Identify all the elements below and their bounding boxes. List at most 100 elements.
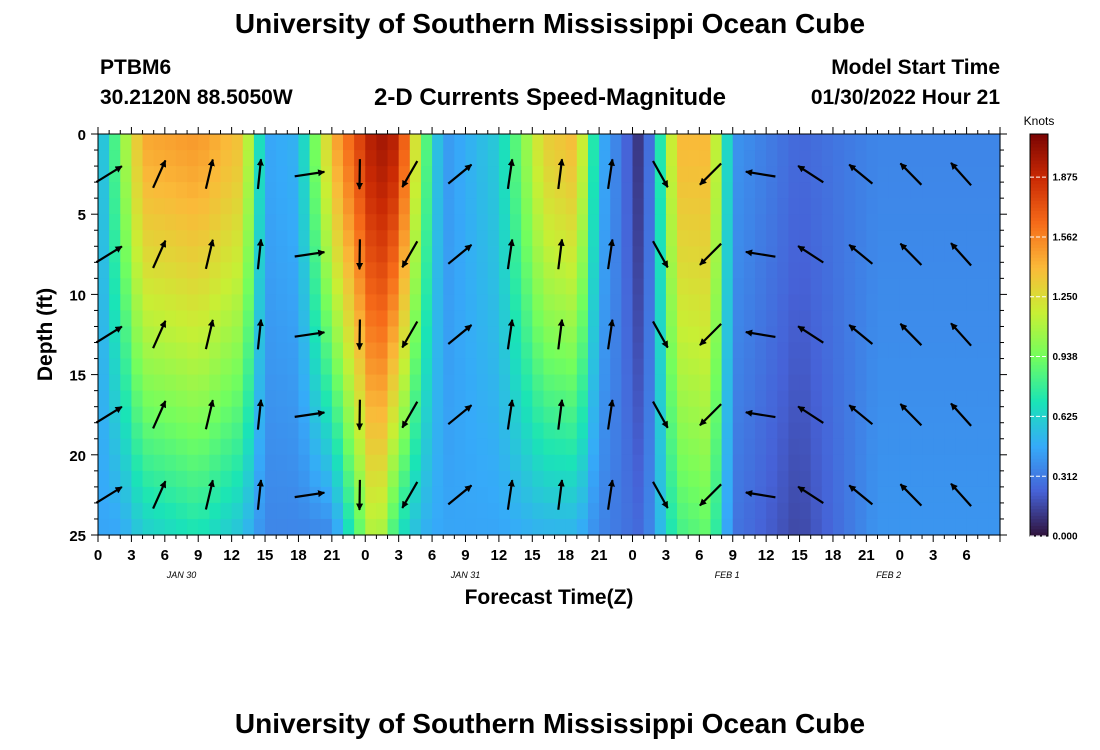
heat-cell	[587, 454, 600, 472]
heat-cell	[766, 342, 778, 360]
heat-cell	[643, 502, 656, 520]
heat-cell	[721, 486, 734, 504]
heat-cell	[298, 134, 311, 151]
heat-cell	[766, 486, 778, 504]
heat-cell	[521, 342, 533, 360]
x-tick-label: 21	[324, 547, 341, 564]
heat-cell	[966, 262, 979, 279]
heat-cell	[922, 454, 934, 472]
heat-cell	[855, 342, 867, 360]
heat-cell	[877, 518, 890, 536]
heat-cell	[777, 278, 790, 295]
heat-cell	[766, 198, 778, 215]
heat-cell	[420, 326, 433, 344]
heat-cell	[610, 502, 622, 520]
heat-cell	[721, 406, 734, 424]
heat-cell	[888, 518, 901, 536]
heat-cell	[398, 214, 411, 231]
heat-cell	[610, 454, 622, 472]
heat-cell	[632, 198, 645, 215]
heat-cell	[844, 502, 856, 520]
heat-cell	[910, 470, 923, 488]
heat-cell	[988, 326, 1001, 344]
heat-cell	[510, 246, 522, 263]
heat-cell	[309, 438, 322, 456]
heat-cell	[265, 342, 277, 360]
heat-cell	[844, 166, 856, 183]
heat-cell	[131, 150, 144, 167]
heat-cell	[443, 390, 455, 408]
heat-cell	[721, 454, 734, 472]
heat-cell	[231, 470, 244, 488]
heat-cell	[432, 422, 444, 440]
heat-cell	[465, 310, 478, 328]
heat-cell	[587, 150, 600, 167]
heat-cell	[187, 390, 199, 408]
heat-cell	[220, 294, 233, 312]
heat-cell	[743, 134, 756, 151]
heat-cell	[131, 166, 144, 183]
heat-cell	[810, 230, 823, 247]
heat-cell	[788, 454, 801, 472]
heat-cell	[164, 502, 177, 520]
heat-cell	[465, 246, 478, 263]
heat-cell	[409, 262, 422, 279]
heat-cell	[610, 342, 622, 360]
colorbar-tick-label: 0.938	[1052, 352, 1077, 363]
heat-cell	[665, 374, 678, 392]
heat-cell	[721, 518, 734, 536]
colorbar-swatch	[1030, 144, 1048, 148]
heat-cell	[988, 182, 1001, 199]
heat-cell	[142, 486, 155, 504]
heat-cell	[175, 422, 188, 440]
heat-cell	[743, 310, 756, 328]
heat-cell	[732, 406, 745, 424]
heat-cell	[209, 134, 222, 151]
heat-cell	[877, 374, 890, 392]
heat-cell	[810, 374, 823, 392]
heat-cell	[710, 310, 723, 328]
heat-cell	[821, 502, 834, 520]
heat-cell	[443, 486, 455, 504]
heat-cell	[164, 326, 177, 344]
heat-cell	[287, 134, 300, 151]
heat-cell	[587, 326, 600, 344]
colorbar-swatch	[1030, 190, 1048, 195]
heat-cell	[320, 134, 333, 151]
heat-cell	[643, 326, 656, 344]
heat-cell	[988, 438, 1001, 456]
heat-cell	[331, 326, 344, 344]
heat-cell	[198, 326, 210, 344]
heat-cell	[443, 470, 455, 488]
heat-cell	[955, 502, 968, 520]
colorbar-swatch	[1030, 271, 1048, 276]
heat-cell	[198, 374, 210, 392]
heat-cell	[832, 198, 845, 215]
heat-cell	[164, 390, 177, 408]
colorbar-swatch	[1030, 428, 1048, 433]
heat-cell	[220, 310, 233, 328]
heat-cell	[109, 406, 121, 424]
heat-cell	[175, 438, 188, 456]
current-arrow	[950, 482, 972, 507]
heat-cell	[120, 438, 133, 456]
heat-cell	[242, 150, 255, 167]
heat-cell	[109, 374, 121, 392]
heat-cell	[331, 182, 344, 199]
heat-cell	[265, 230, 277, 247]
heat-cell	[242, 454, 255, 472]
colorbar-swatch	[1030, 224, 1048, 229]
heat-cell	[109, 518, 121, 536]
heat-cell	[554, 230, 567, 247]
heat-cell	[888, 326, 901, 344]
heat-cell	[866, 198, 879, 215]
heat-cell	[988, 150, 1001, 167]
heat-cell	[677, 278, 689, 295]
heat-cell	[844, 278, 856, 295]
heat-cell	[164, 150, 177, 167]
heat-cell	[554, 342, 567, 360]
heat-cell	[476, 150, 489, 167]
heat-cell	[376, 374, 389, 392]
heat-cell	[743, 406, 756, 424]
